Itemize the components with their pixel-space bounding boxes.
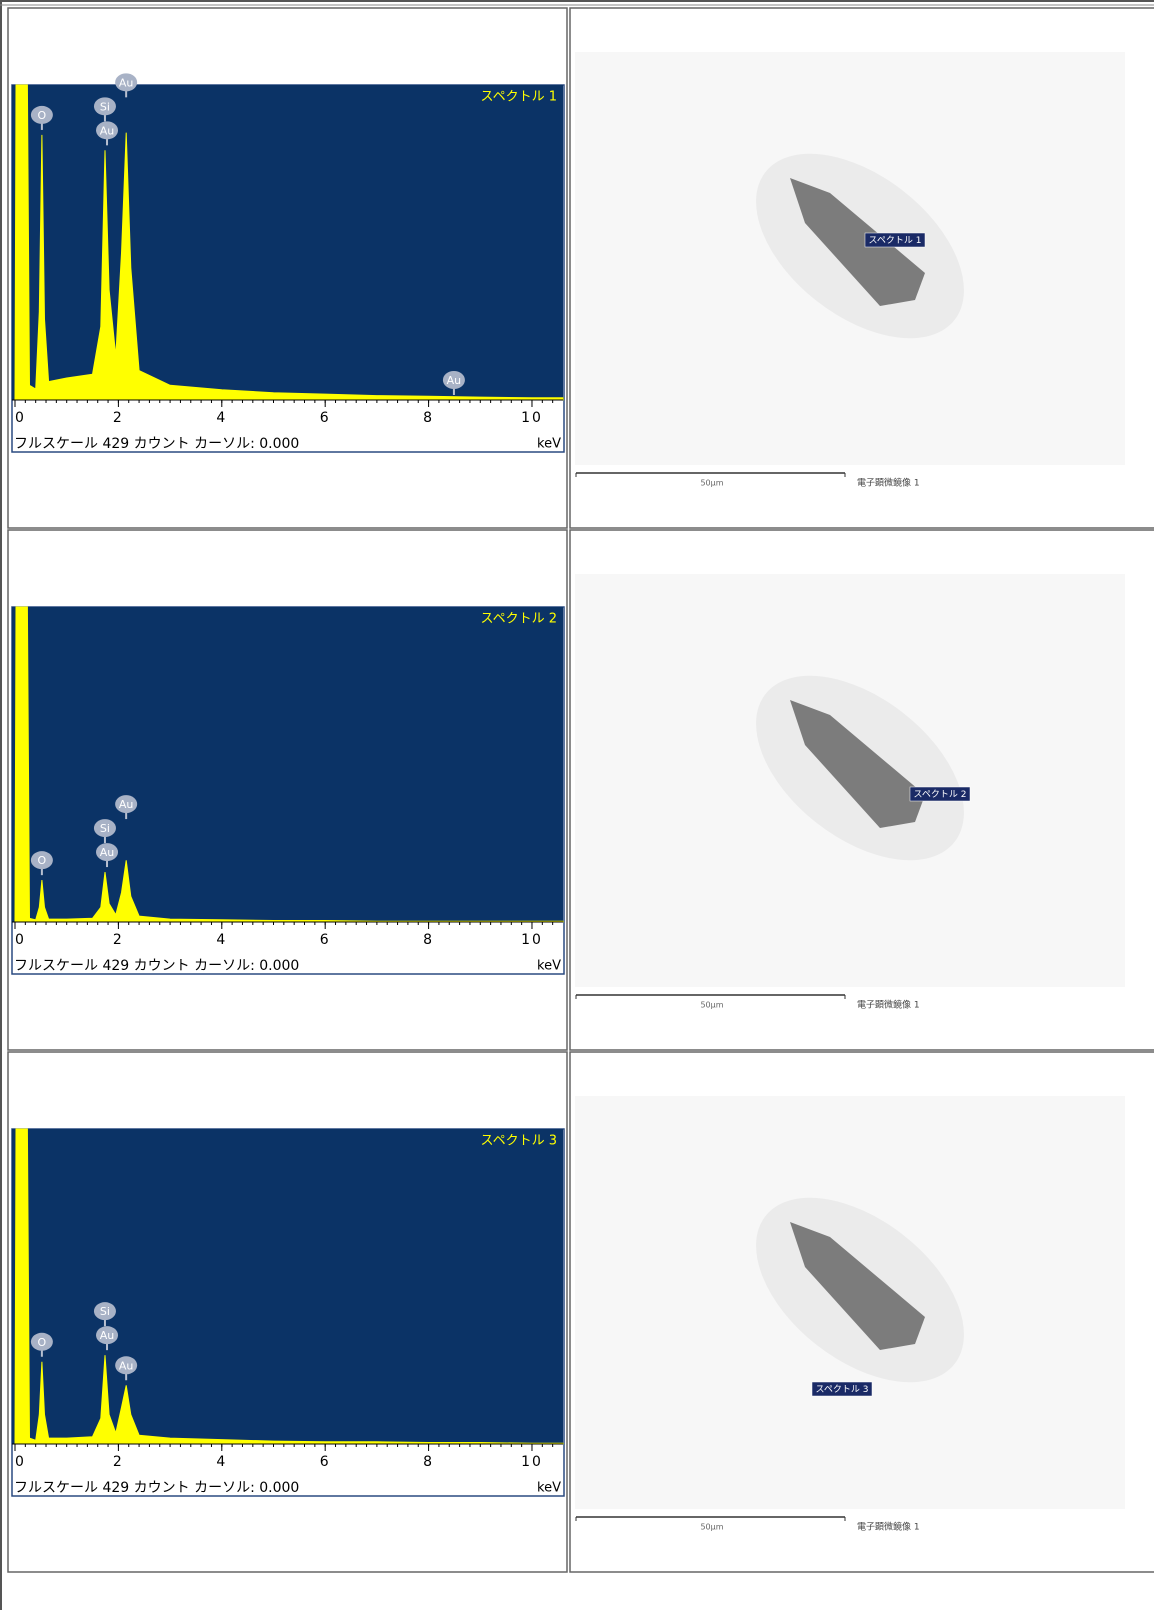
x-tick-label: 8 <box>423 932 434 948</box>
x-tick-label: 10 <box>521 410 543 426</box>
image-caption: 電子顕微鏡像 1 <box>857 999 920 1011</box>
x-tick-label: 8 <box>423 1454 434 1470</box>
peak-bubble <box>30 1332 53 1351</box>
x-tick-label: 10 <box>521 932 543 948</box>
spectrum <box>14 84 564 401</box>
x-tick-label: 4 <box>216 1454 227 1470</box>
x-tick-label: 8 <box>423 410 434 426</box>
x-tick-label: 6 <box>320 1454 331 1470</box>
peak-bubble <box>115 73 138 92</box>
scale-label: 50µm <box>700 1523 723 1532</box>
spectrum-title: スペクトル 2 <box>481 612 558 627</box>
peak-label: Au <box>100 124 115 137</box>
peak-bubble <box>30 105 53 124</box>
peak-bubble <box>93 819 116 838</box>
footer: フルスケール 429 カウント カーソル: 0.000 <box>14 1480 299 1496</box>
peak-label: Si <box>100 1305 110 1318</box>
spot-label: スペクトル 3 <box>816 1384 869 1395</box>
peak-label: Si <box>100 822 110 835</box>
x-tick-label: 0 <box>15 932 26 948</box>
x-tick-label: 10 <box>521 1454 543 1470</box>
x-tick-label: 0 <box>15 1454 26 1470</box>
scale-label: 50µm <box>700 1001 723 1010</box>
peak-label: Au <box>119 76 134 89</box>
sem-particle <box>790 178 925 306</box>
peak-label: Si <box>100 100 110 113</box>
peak-bubble <box>93 1302 116 1321</box>
x-tick-label: 4 <box>216 410 227 426</box>
x-tick-label: 0 <box>15 410 26 426</box>
spot-label: スペクトル 1 <box>869 235 922 246</box>
peak-label: Au <box>100 1329 115 1342</box>
spot-label-box <box>811 1381 873 1397</box>
x-unit: keV <box>537 959 561 974</box>
peak-bubble <box>93 97 116 116</box>
spectrum-title: スペクトル 3 <box>481 1134 558 1149</box>
scale-label: 50µm <box>700 479 723 488</box>
image-caption: 電子顕微鏡像 1 <box>857 1521 920 1533</box>
peak-label: Au <box>119 1359 134 1372</box>
x-tick-label: 2 <box>113 1454 124 1470</box>
peak-bubble <box>96 121 119 140</box>
spot-label: スペクトル 2 <box>914 789 967 800</box>
spot-label-box <box>909 786 971 802</box>
peak-bubble <box>442 371 465 389</box>
peak-bubble <box>96 1326 119 1345</box>
x-tick-label: 2 <box>113 410 124 426</box>
plot-area <box>12 85 563 400</box>
spectrum <box>14 1128 564 1445</box>
peak-bubble <box>115 795 138 814</box>
x-unit: keV <box>537 1481 561 1496</box>
peak-label: O <box>38 109 47 122</box>
x-unit: keV <box>537 437 561 452</box>
spot-label-box <box>864 232 926 248</box>
x-tick-label: 6 <box>320 932 331 948</box>
peak-label: Au <box>447 374 462 387</box>
sem-particle <box>790 1222 925 1350</box>
x-tick-label: 6 <box>320 410 331 426</box>
peak-label: Au <box>119 798 134 811</box>
spectrum <box>14 606 564 923</box>
image-caption: 電子顕微鏡像 1 <box>857 477 920 489</box>
peak-label: O <box>38 854 47 867</box>
plot-area <box>12 1129 563 1444</box>
peak-label: Au <box>100 846 115 859</box>
peak-bubble <box>30 851 53 870</box>
peak-label: O <box>38 1336 47 1349</box>
footer: フルスケール 429 カウント カーソル: 0.000 <box>14 436 299 452</box>
x-tick-label: 4 <box>216 932 227 948</box>
plot-area <box>12 607 563 922</box>
x-tick-label: 2 <box>113 932 124 948</box>
footer: フルスケール 429 カウント カーソル: 0.000 <box>14 958 299 974</box>
peak-bubble <box>115 1356 138 1375</box>
spectrum-title: スペクトル 1 <box>481 90 558 105</box>
sem-particle <box>790 700 925 828</box>
peak-bubble <box>96 843 119 862</box>
